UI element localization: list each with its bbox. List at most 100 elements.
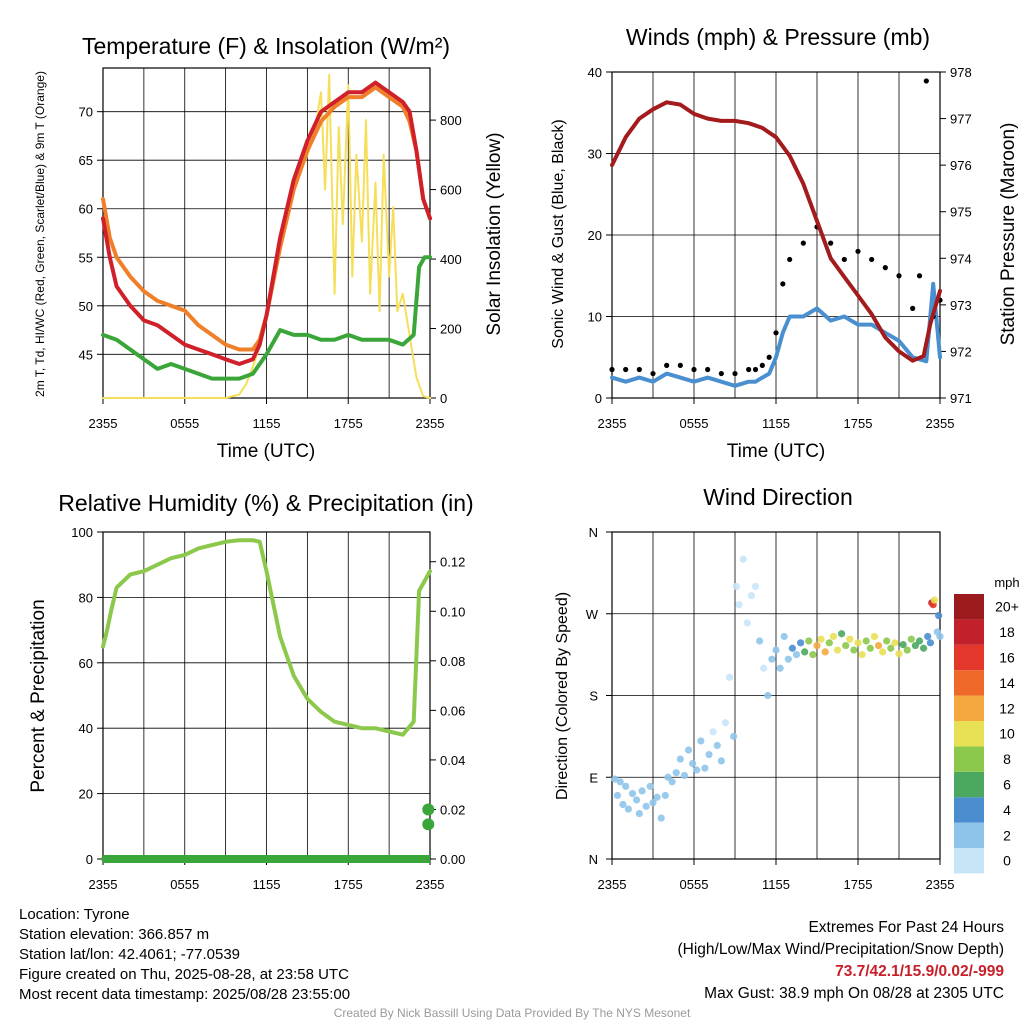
temp-x-axis-label: Time (UTC) [217,441,316,462]
dir-point [730,732,738,740]
wind-ytick-label: 0 [595,391,602,406]
dir-point [788,644,797,652]
dir-legend-swatch [954,721,984,747]
dir-point [747,591,756,600]
dir-point [756,637,764,645]
dir-legend-swatch [954,746,984,772]
dir-point [920,644,928,652]
wind-gust-point [677,362,683,368]
temp-xtick-label: 0555 [170,416,199,431]
wind-gust-point [787,256,793,263]
rh-chart-title: Relative Humidity (%) & Precipitation (i… [58,490,473,516]
dir-chart-title: Wind Direction [703,484,853,510]
dir-point [854,639,862,647]
dir-point [701,764,709,772]
dir-legend-swatch [954,695,984,721]
dir-point [862,637,870,645]
dir-point [879,648,887,656]
dir-point [842,641,850,650]
dir-legend-title: mph [994,575,1019,590]
dir-point [743,619,751,627]
temp-y2tick-label: 200 [440,322,462,337]
dir-legend-swatch [954,670,984,696]
dir-point [680,771,689,780]
dir-point [780,632,788,641]
dir-ytick-label: N [589,525,598,540]
extremes-subtitle: (High/Low/Max Wind/Precipitation/Snow De… [677,941,1005,958]
temp-chart-title: Temperature (F) & Insolation (W/m²) [82,33,450,59]
rh-xtick-label: 2355 [416,877,445,892]
dir-point [611,775,619,783]
dir-point [689,760,697,768]
dir-point [622,782,630,790]
dir-point [797,639,805,647]
rh-y2tick-label: 0.04 [440,753,465,768]
dir-point [784,655,792,663]
wind-x-axis-label: Time (UTC) [727,441,826,462]
dir-point [653,793,661,801]
dir-point [817,635,825,643]
rh-precip-point [422,803,435,816]
dir-point [735,601,743,609]
dir-point [915,637,924,645]
wind-gust-point [664,362,670,368]
wind-ytick-label: 20 [588,228,602,243]
rh-y2tick-label: 0.02 [440,802,465,817]
dir-point [858,651,866,659]
dir-point [805,637,813,645]
dir-ytick-label: W [586,607,599,622]
created-text: Figure created on Thu, 2025-08-28, at 23… [19,966,349,983]
dir-point [764,691,772,700]
dir-point [829,632,838,641]
dir-point [676,755,684,763]
temp-y2tick-label: 0 [440,391,447,406]
rh-xtick-label: 2355 [89,877,118,892]
dir-point [693,766,701,774]
dir-point [772,646,780,654]
dir-point [732,582,740,591]
temp-y2tick-label: 400 [440,252,462,267]
dir-point [725,673,734,681]
wind-y-axis-label: Sonic Wind & Gust (Blue, Black) [550,119,567,348]
rh-ytick-label: 60 [79,656,93,671]
dir-point [926,639,935,647]
wind-gust-point [923,78,929,84]
temp-xtick-label: 1155 [253,416,281,431]
temp-y2tick-label: 600 [440,183,462,198]
dir-legend-swatch [954,822,984,848]
dir-point [846,635,854,643]
wind-gust-point [869,256,875,263]
dir-point [930,596,939,604]
rh-y2tick-label: 0.00 [440,852,465,867]
dir-point [619,800,627,809]
dir-point [638,787,646,795]
rh-ytick-label: 0 [86,852,93,867]
dir-point [891,639,899,647]
rh-ytick-label: 40 [79,721,93,736]
wind-xtick-label: 2355 [598,416,627,431]
rh-series-rh [101,538,432,737]
rh-xtick-label: 1755 [334,877,363,892]
wind-gust-point [828,240,834,246]
dir-point [924,632,932,641]
dir-y-axis-label: Direction (Colored By Speed) [554,592,571,800]
wind-ytick-label: 30 [588,147,602,162]
rh-xtick-label: 1155 [253,877,281,892]
dir-legend-swatch [954,594,984,620]
wind-xtick-label: 1155 [762,416,790,431]
wind-y2tick-label: 977 [950,112,972,127]
temp-series-td [101,255,432,381]
dir-point [899,641,907,649]
temp-y-axis-label: 2m T, Td, HI/WC (Red, Green, Scarlet/Blu… [33,71,47,397]
wind-gust-point [800,240,806,246]
wind-ytick-label: 10 [588,310,602,325]
extremes-values: 73.7/42.1/15.9/0.02/-999 [835,963,1004,980]
temp-ytick-label: 45 [79,347,93,362]
wind-y2tick-label: 973 [950,298,972,313]
dir-legend-label: 14 [999,675,1015,691]
wind-xtick-label: 1755 [844,416,873,431]
dir-point [628,790,637,798]
dir-point [866,644,874,652]
dir-legend-swatch [954,848,984,874]
